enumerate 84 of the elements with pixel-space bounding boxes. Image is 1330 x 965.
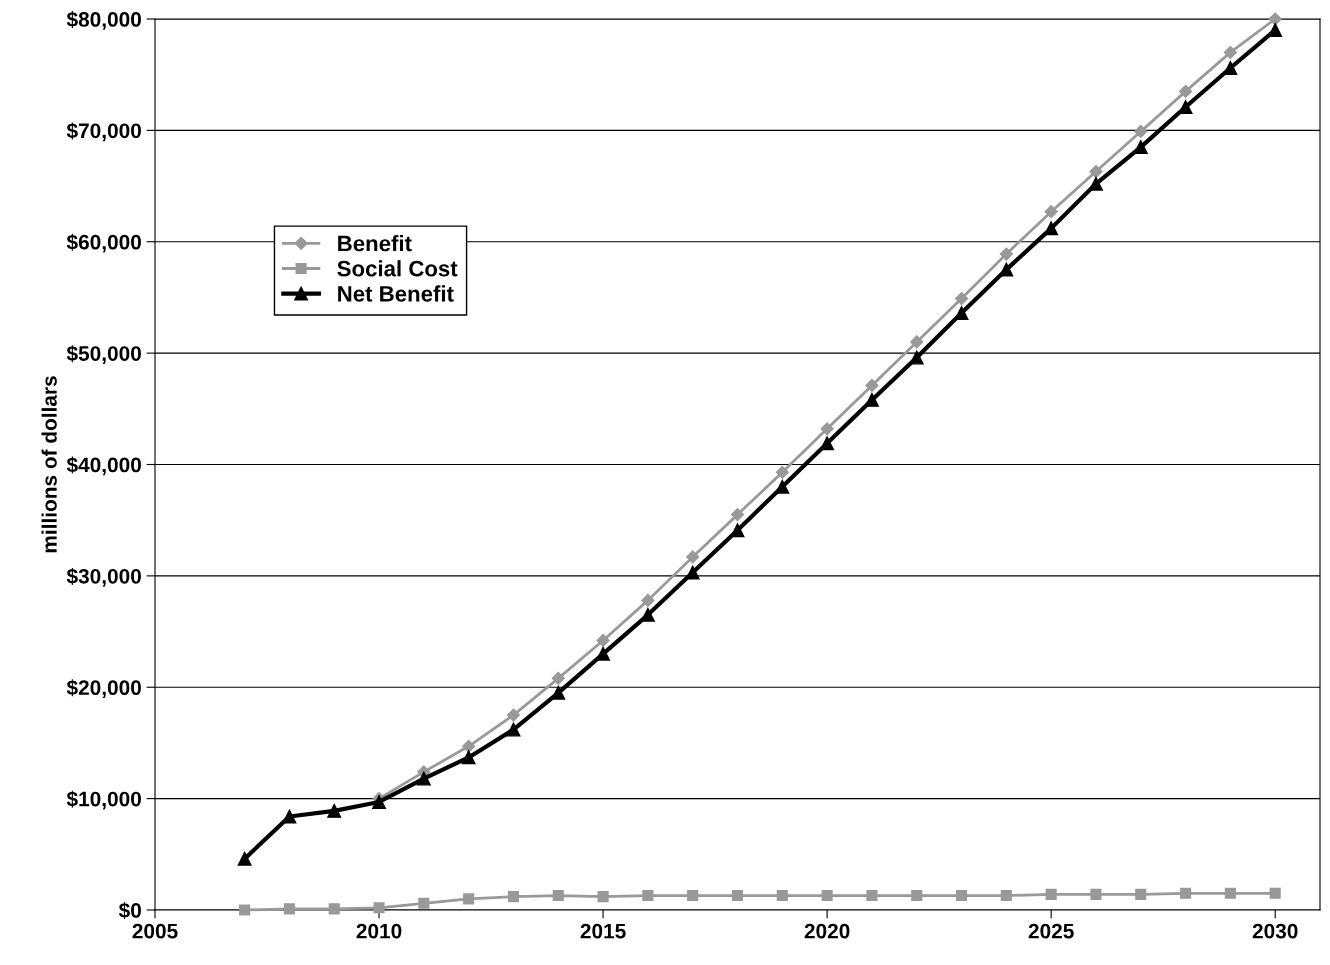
point xyxy=(596,646,611,661)
point xyxy=(506,708,521,722)
point xyxy=(954,306,969,320)
point xyxy=(507,891,520,903)
point xyxy=(641,593,655,607)
point xyxy=(282,809,297,824)
point xyxy=(373,902,385,914)
point xyxy=(910,335,924,349)
point xyxy=(642,889,654,902)
point xyxy=(1180,887,1192,899)
x-tick-label: 2010 xyxy=(356,923,402,939)
point xyxy=(775,479,790,494)
point xyxy=(730,523,745,538)
x-tick-label: 2020 xyxy=(804,923,850,939)
point xyxy=(866,889,878,902)
x-tick-label: 2025 xyxy=(1028,923,1074,939)
point xyxy=(1269,887,1281,899)
x-tick-label: 2030 xyxy=(1252,923,1298,939)
point xyxy=(686,550,700,564)
point xyxy=(551,671,565,685)
point xyxy=(1044,221,1059,236)
y-tick-label: $70,000 xyxy=(66,122,141,142)
y-tick-label: $20,000 xyxy=(66,679,141,699)
point xyxy=(821,889,833,902)
point xyxy=(463,893,475,905)
point xyxy=(237,851,252,866)
point xyxy=(730,508,745,522)
y-axis-title: millions of dollars xyxy=(41,376,57,553)
point xyxy=(999,262,1014,277)
point xyxy=(1178,84,1193,98)
point xyxy=(1224,887,1236,899)
point xyxy=(954,291,969,306)
legend-label: Benefit xyxy=(338,235,412,252)
point xyxy=(1223,45,1237,60)
point xyxy=(239,904,251,916)
point xyxy=(551,685,566,700)
point xyxy=(283,903,295,915)
legend-label: Net Benefit xyxy=(338,285,454,302)
point xyxy=(596,633,610,648)
point xyxy=(1089,176,1103,191)
point xyxy=(416,771,431,786)
x-tick-label: 2015 xyxy=(580,923,626,939)
point xyxy=(1045,888,1057,900)
y-tick-label: $10,000 xyxy=(66,790,141,810)
point xyxy=(418,897,430,909)
x-tick-label: 2005 xyxy=(132,923,178,939)
point xyxy=(597,891,609,903)
point xyxy=(776,889,788,902)
legend-label: Social Cost xyxy=(337,260,458,277)
point xyxy=(461,750,476,765)
point xyxy=(1090,888,1102,900)
y-tick-label: $50,000 xyxy=(66,345,141,364)
y-tick-label: $0 xyxy=(118,902,141,920)
y-tick-label: $40,000 xyxy=(66,456,141,476)
point xyxy=(1134,124,1148,139)
y-tick-label: $80,000 xyxy=(66,11,141,30)
point xyxy=(775,465,789,479)
y-tick-label: $30,000 xyxy=(66,567,141,587)
point xyxy=(1268,23,1283,38)
point xyxy=(1223,61,1238,75)
point xyxy=(687,889,699,902)
point xyxy=(1133,140,1148,155)
point xyxy=(552,889,564,902)
point xyxy=(506,722,521,737)
point xyxy=(911,889,923,902)
point xyxy=(864,392,879,407)
point xyxy=(1178,100,1193,114)
point xyxy=(1268,12,1282,26)
point xyxy=(685,565,700,580)
point xyxy=(1135,888,1147,900)
point xyxy=(1044,205,1058,219)
point xyxy=(731,889,744,902)
point xyxy=(327,803,342,818)
point xyxy=(1000,889,1012,902)
y-tick-label: $60,000 xyxy=(66,233,141,253)
point xyxy=(462,739,476,753)
point xyxy=(328,903,340,915)
point xyxy=(865,378,879,393)
point xyxy=(820,422,834,436)
point xyxy=(955,889,968,902)
point xyxy=(820,436,835,451)
point xyxy=(1089,164,1103,179)
point xyxy=(999,247,1013,261)
point xyxy=(909,350,924,365)
